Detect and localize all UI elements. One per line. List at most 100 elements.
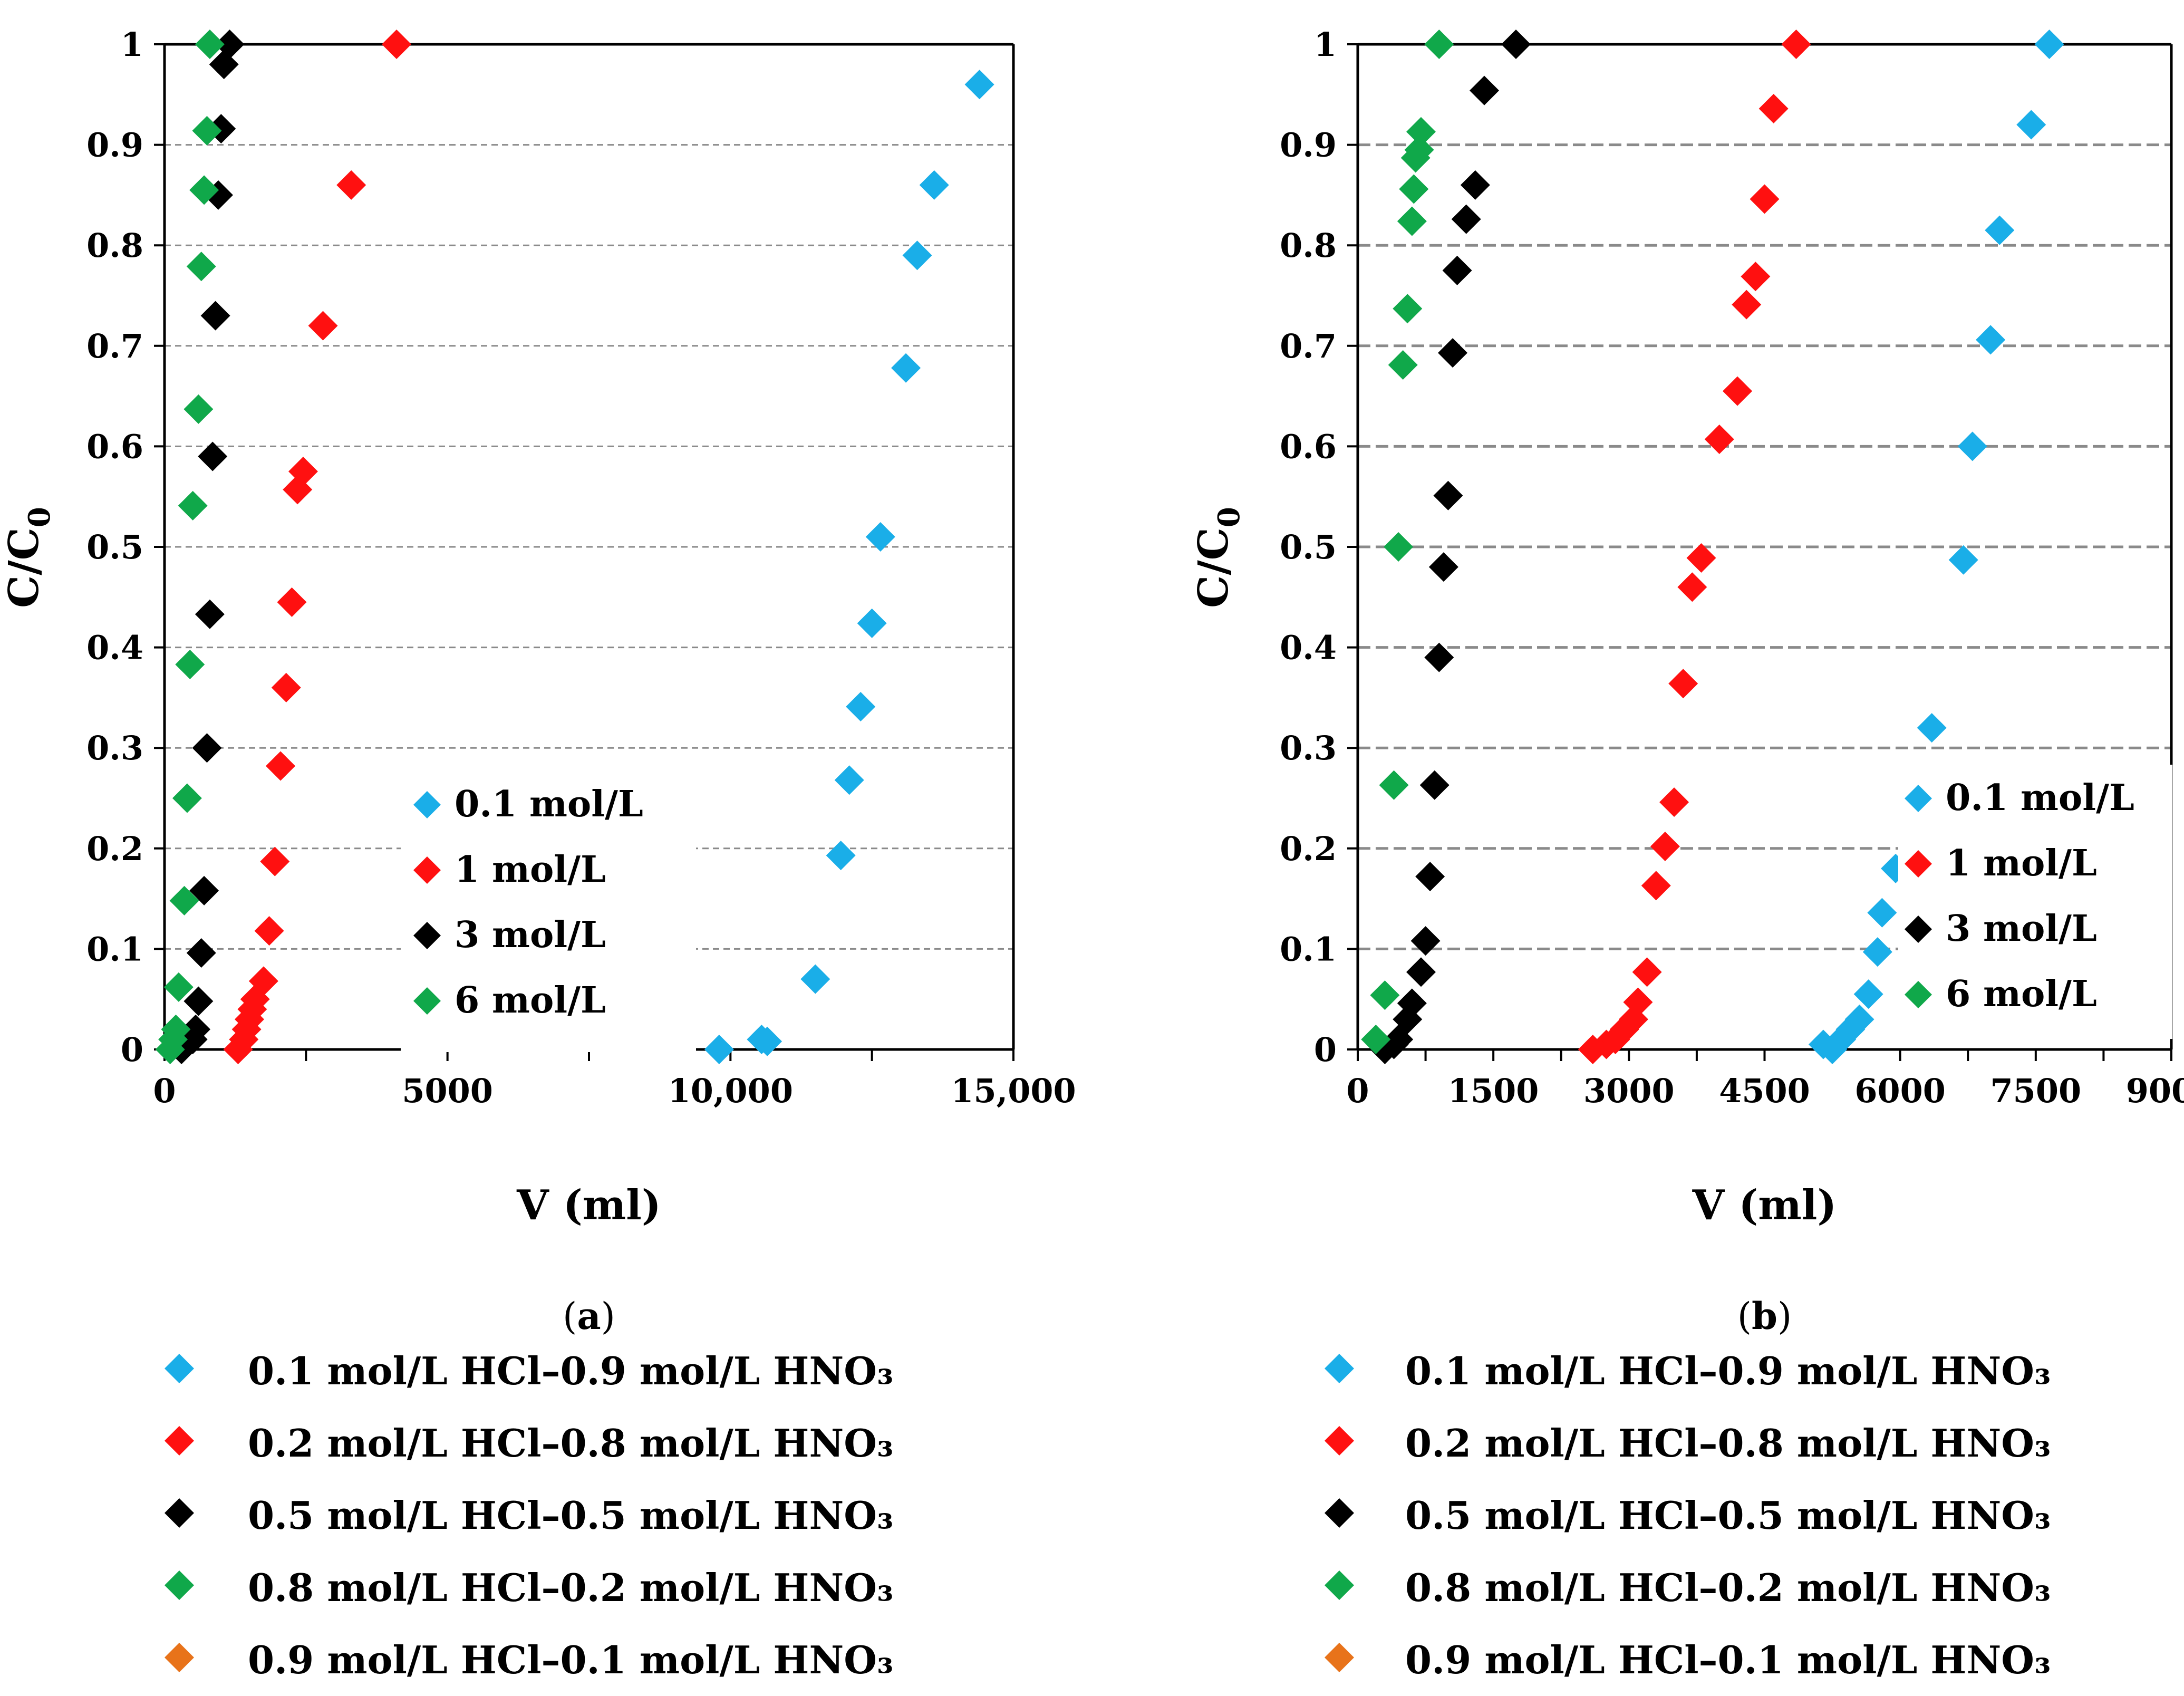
legend-marker — [1905, 785, 1932, 812]
legend-marker — [413, 922, 441, 949]
data-point — [186, 938, 216, 968]
data-point — [752, 1026, 782, 1056]
y-tick-label: 0.5 — [1280, 528, 1337, 566]
data-point — [254, 916, 284, 946]
data-point — [865, 522, 895, 552]
data-point — [1415, 862, 1445, 892]
data-point — [1623, 987, 1653, 1017]
legend-marker — [413, 987, 441, 1015]
data-point — [336, 170, 366, 200]
y-tick-label: 0.4 — [86, 629, 143, 667]
data-point — [1406, 957, 1436, 987]
data-point — [198, 441, 228, 471]
bottom-legend-label: 0.8 mol/L HCl–0.2 mol/L HNO₃ — [248, 1565, 894, 1610]
bottom-legend-marker — [165, 1498, 194, 1528]
data-point — [163, 972, 194, 1002]
data-point — [248, 966, 278, 996]
bottom-legend-1: 0.1 mol/L HCl–0.9 mol/L HNO₃ 0.2 mol/L HC… — [1325, 1348, 2051, 1682]
y-tick-label: 0.8 — [86, 226, 143, 265]
x-tick-label: 0 — [1346, 1072, 1369, 1110]
bottom-legend-marker — [1325, 1570, 1354, 1600]
legend-label: 0.1 mol/L — [1946, 777, 2134, 819]
data-point — [704, 1035, 734, 1064]
legend-label: 6 mol/L — [1946, 973, 2097, 1015]
data-point — [1393, 294, 1423, 324]
legend-box — [1898, 765, 2172, 1039]
panel-caption: (a) — [563, 1294, 615, 1338]
data-point — [1659, 787, 1689, 817]
data-point — [271, 672, 301, 702]
y-axis-title-subscript: 0 — [22, 507, 57, 527]
data-point — [1379, 770, 1409, 800]
chart-panel-a: 0 5000 10,000 15,000 0 0.1 0.2 0.3 0.4 0.5 0.6 0.7 0… — [0, 25, 1076, 1338]
data-point — [260, 846, 290, 876]
data-point — [215, 30, 245, 59]
data-point — [1438, 338, 1468, 368]
bottom-legend-label: 0.9 mol/L HCl–0.1 mol/L HNO₃ — [1405, 1637, 2051, 1682]
y-axis-title-text: C/C0 — [0, 507, 57, 608]
panel-caption-label: a — [577, 1294, 601, 1338]
data-point — [1361, 1024, 1391, 1054]
data-point — [178, 490, 208, 521]
bottom-legend-label: 0.2 mol/L HCl–0.8 mol/L HNO₃ — [248, 1421, 894, 1466]
data-point — [1460, 170, 1490, 200]
data-point — [266, 751, 296, 781]
y-tick-label: 0.1 — [86, 930, 143, 968]
data-point — [1399, 174, 1429, 204]
y-tick-label: 0.1 — [1280, 930, 1337, 968]
x-axis-title: V (ml) — [516, 1181, 661, 1229]
x-tick-label: 10,000 — [668, 1072, 793, 1110]
legend-label: 6 mol/L — [455, 979, 606, 1022]
legend: 0.1 mol/L 1 mol/L 3 mol/L 6 mol/L — [401, 778, 696, 1052]
bottom-legend-marker — [1325, 1643, 1354, 1672]
y-tick-label: 1 — [121, 25, 143, 64]
bottom-legend-label: 0.9 mol/L HCl–0.1 mol/L HNO₃ — [248, 1637, 894, 1682]
data-point — [189, 175, 219, 205]
panel-caption: (b) — [1737, 1294, 1792, 1338]
legend-label: 1 mol/L — [1946, 842, 2097, 884]
bottom-legend-label: 0.8 mol/L HCl–0.2 mol/L HNO₃ — [1405, 1565, 2051, 1610]
data-point — [891, 353, 921, 383]
bottom-legend-marker — [165, 1426, 194, 1456]
bottom-legend-label: 0.1 mol/L HCl–0.9 mol/L HNO₃ — [1405, 1348, 2051, 1393]
data-point — [382, 30, 412, 59]
y-tick-label: 0.9 — [86, 126, 143, 165]
data-point — [169, 885, 199, 916]
x-tick-label: 3000 — [1583, 1072, 1675, 1110]
data-point — [1410, 926, 1441, 956]
data-point — [1781, 30, 1811, 59]
data-point — [186, 252, 216, 282]
legend-label: 3 mol/L — [455, 914, 606, 956]
legend-marker — [1905, 916, 1932, 943]
y-tick-label: 0.7 — [1280, 327, 1337, 365]
data-point — [1867, 898, 1897, 928]
bottom-legend-label: 0.2 mol/L HCl–0.8 mol/L HNO₃ — [1405, 1421, 2051, 1466]
x-tick-label: 6000 — [1854, 1072, 1946, 1110]
data-point — [800, 964, 830, 994]
data-point — [857, 608, 887, 638]
y-tick-label: 0.8 — [1280, 226, 1337, 265]
series-2 — [1370, 30, 1531, 1064]
x-axis-title: V (ml) — [1692, 1181, 1837, 1229]
data-point — [1976, 325, 2006, 355]
data-point — [183, 394, 214, 424]
data-point — [1397, 988, 1427, 1018]
data-point — [1948, 545, 1978, 575]
legend-label: 3 mol/L — [1946, 908, 2097, 950]
bottom-legend-0: 0.1 mol/L HCl–0.9 mol/L HNO₃ 0.2 mol/L HC… — [165, 1348, 894, 1682]
series-0 — [1808, 30, 2064, 1064]
x-tick-label: 4500 — [1719, 1072, 1810, 1110]
data-point — [308, 311, 338, 341]
legend-marker — [413, 791, 441, 818]
y-tick-label: 0.4 — [1280, 629, 1337, 667]
data-point — [1917, 713, 1947, 743]
y-tick-label: 0.6 — [1280, 427, 1337, 466]
y-tick-label: 1 — [1314, 25, 1337, 64]
data-point — [834, 765, 864, 795]
y-tick-label: 0 — [121, 1030, 143, 1069]
data-point — [826, 841, 856, 871]
series-3 — [155, 30, 225, 1064]
data-point — [1686, 543, 1716, 573]
